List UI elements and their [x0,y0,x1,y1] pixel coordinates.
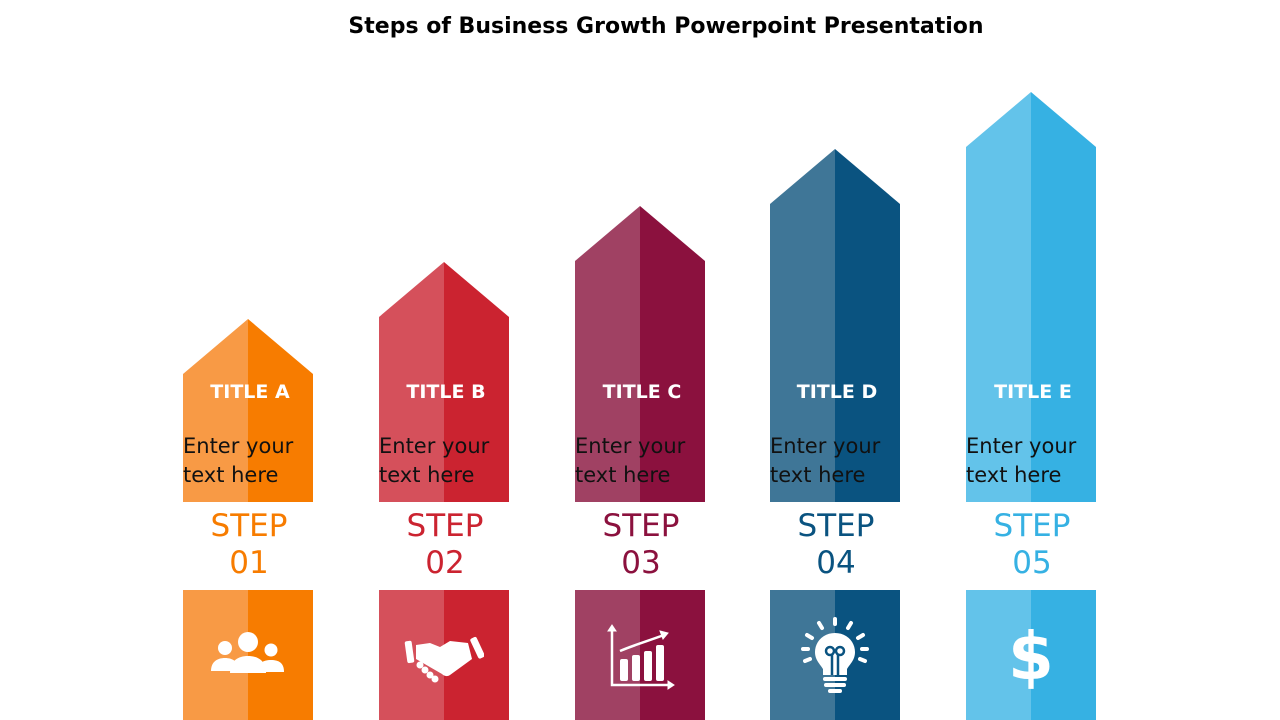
people-icon [211,632,284,673]
step-column-03: TITLE C Enter your text here STEP 03 [575,0,705,720]
step-title: TITLE C [602,381,682,403]
step-arrow [770,149,900,502]
step-arrow [379,262,509,502]
step-number: 04 [816,545,856,581]
step-word: STEP [406,508,484,544]
step-word: STEP [797,508,875,544]
step-text: Enter your text here [770,434,881,487]
step-word: STEP [602,508,680,544]
step-word: STEP [210,508,288,544]
step-column-04: TITLE D Enter your text here STEP 04 [770,0,900,720]
step-number: 03 [621,545,661,581]
icon-box [379,590,509,720]
step-label: STEP 02 [379,508,511,582]
step-number: 05 [1012,545,1052,581]
step-word: STEP [993,508,1071,544]
icon-box [770,590,900,720]
step-label: STEP 01 [183,508,315,582]
icon-box [575,590,705,720]
icon-box [183,590,313,720]
step-arrow [575,206,705,502]
step-arrow [183,319,313,502]
step-text: Enter your text here [575,434,686,487]
step-label: STEP 05 [966,508,1098,582]
step-title: TITLE A [210,381,290,403]
step-number: 02 [425,545,465,581]
step-text: Enter your text here [379,434,490,487]
step-number: 01 [229,545,269,581]
step-title: TITLE E [994,381,1072,403]
step-arrow [966,92,1096,502]
step-column-01: TITLE A Enter your text here STEP 01 [183,0,313,720]
step-label: STEP 04 [770,508,902,582]
step-title: TITLE B [406,381,486,403]
growth-chart-icon [607,624,675,690]
lightbulb-icon [801,617,869,693]
step-text: Enter your text here [966,434,1077,487]
step-label: STEP 03 [575,508,707,582]
step-column-02: TITLE B Enter your text here STEP 02 [379,0,509,720]
step-title: TITLE D [796,381,878,403]
step-column-05: TITLE E Enter your text here STEP 05 $ [966,0,1096,720]
handshake-icon [404,636,484,683]
step-text: Enter your text here [183,434,294,487]
icon-box: $ [966,590,1096,720]
svg-text:$: $ [1008,618,1054,695]
dollar-icon: $ [1008,618,1054,695]
slide-title: Steps of Business Growth Powerpoint Pres… [348,14,984,39]
